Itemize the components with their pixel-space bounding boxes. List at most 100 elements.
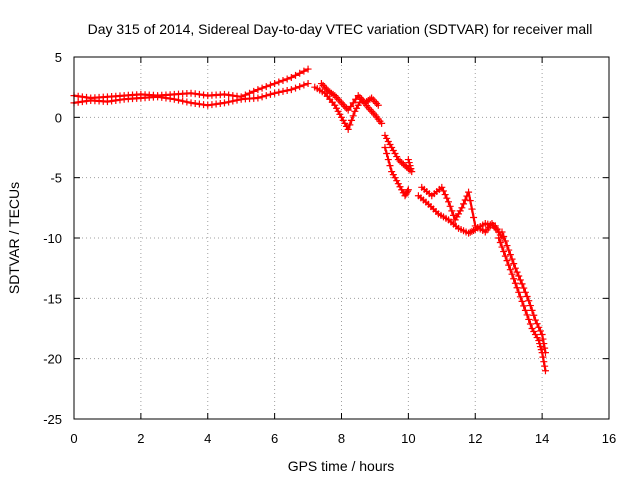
- data-point: [391, 174, 399, 182]
- data-point: [536, 343, 544, 351]
- data-point: [300, 81, 308, 89]
- data-point: [378, 119, 386, 127]
- data-point: [445, 198, 452, 206]
- data-point: [383, 134, 391, 142]
- y-tick-label: 0: [55, 110, 62, 125]
- x-tick-label: 10: [401, 431, 415, 446]
- series-arc-3: [311, 83, 386, 133]
- data-point: [511, 279, 519, 287]
- data-point: [384, 156, 392, 164]
- data-point: [220, 99, 228, 107]
- data-point: [225, 98, 233, 106]
- data-point: [349, 99, 357, 107]
- data-point: [511, 264, 519, 272]
- data-point: [408, 168, 416, 176]
- data-point: [498, 243, 506, 251]
- data-point: [292, 71, 300, 79]
- data-point: [516, 293, 524, 301]
- series-arc-6: [381, 144, 412, 200]
- data-point: [448, 207, 456, 215]
- data-point: [470, 213, 478, 221]
- y-tick-labels: -25 -20 -15 -10 -5 0 5: [43, 50, 62, 427]
- data-point: [381, 144, 389, 151]
- data-point: [304, 80, 312, 88]
- x-tick-label: 6: [271, 431, 278, 446]
- data-point: [191, 99, 199, 107]
- data-point: [500, 248, 508, 256]
- data-point: [438, 183, 446, 191]
- data-point: [460, 200, 468, 208]
- data-point: [383, 150, 391, 158]
- data-point: [518, 280, 526, 288]
- data-point: [515, 272, 523, 280]
- data-point: [179, 97, 187, 105]
- y-tick-label: -20: [43, 352, 62, 367]
- data-point: [451, 216, 459, 224]
- x-tick-label: 2: [137, 431, 144, 446]
- data-point: [401, 192, 409, 200]
- series-arc-10: [498, 228, 549, 357]
- data-point: [510, 275, 518, 283]
- data-point: [254, 86, 262, 94]
- data-point: [539, 335, 547, 343]
- data-point: [344, 106, 352, 114]
- data-point: [374, 101, 382, 109]
- x-axis-label: GPS time / hours: [288, 458, 395, 474]
- series-arc-8: [418, 183, 503, 236]
- data-point: [208, 101, 216, 109]
- data-point: [212, 100, 220, 108]
- data-point: [535, 337, 543, 345]
- data-point: [541, 344, 549, 352]
- x-tick-label: 8: [338, 431, 345, 446]
- data-point: [216, 99, 224, 107]
- data-point: [505, 261, 513, 269]
- data-point: [254, 94, 262, 102]
- data-point: [513, 268, 521, 276]
- data-point: [468, 205, 476, 213]
- data-point: [513, 284, 521, 292]
- data-point: [455, 210, 463, 218]
- data-point: [349, 112, 357, 120]
- data-point: [521, 288, 529, 296]
- data-point: [279, 77, 287, 85]
- data-point: [406, 162, 414, 170]
- data-point: [229, 92, 237, 100]
- data-point: [503, 242, 511, 250]
- x-tick-label: 0: [70, 431, 77, 446]
- data-point: [510, 260, 518, 268]
- x-tick-label: 14: [535, 431, 549, 446]
- data-point: [287, 86, 295, 94]
- data-point: [343, 122, 351, 130]
- data-point: [526, 302, 534, 310]
- data-point: [271, 89, 279, 97]
- data-point: [195, 90, 203, 98]
- data-point: [539, 353, 547, 361]
- series-arc-5: [381, 131, 416, 176]
- data-point: [520, 284, 528, 292]
- data-point: [439, 187, 447, 195]
- data-point: [354, 101, 362, 109]
- data-point: [351, 107, 359, 115]
- data-point: [536, 327, 544, 335]
- data-point: [407, 165, 415, 173]
- data-point: [329, 90, 337, 98]
- data-point: [334, 107, 342, 115]
- data-point: [366, 95, 374, 103]
- data-point: [525, 315, 533, 323]
- data-point: [339, 116, 347, 124]
- data-point: [461, 196, 469, 204]
- data-series: [70, 65, 549, 375]
- data-point: [530, 311, 538, 319]
- data-point: [528, 325, 536, 332]
- data-point: [220, 90, 228, 98]
- x-tick-label: 16: [602, 431, 616, 446]
- data-point: [508, 255, 516, 263]
- data-point: [233, 92, 241, 100]
- data-point: [275, 78, 283, 86]
- y-axis-label: SDTVAR / TECUs: [6, 182, 22, 294]
- data-point: [386, 140, 394, 148]
- data-point: [287, 74, 295, 82]
- data-point: [187, 89, 195, 97]
